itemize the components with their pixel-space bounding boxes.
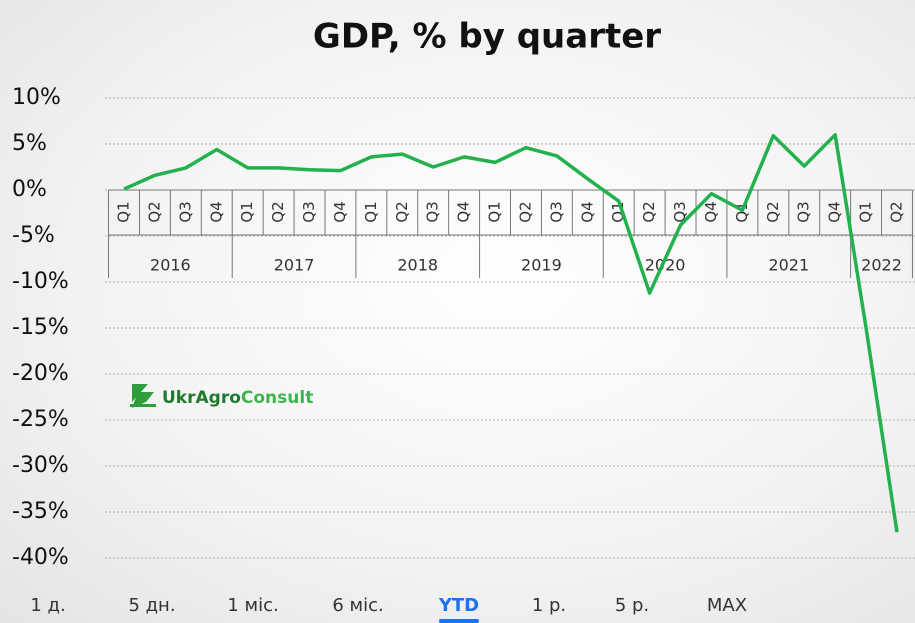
- x-tick-label: Q1: [115, 201, 133, 222]
- y-tick-label: 10%: [12, 85, 61, 110]
- y-tick-label: -5%: [12, 223, 55, 248]
- range-button[interactable]: 5 р.: [615, 595, 649, 616]
- y-tick-label: -25%: [12, 407, 69, 432]
- logo-bar: [130, 404, 156, 407]
- y-tick-label: -10%: [12, 269, 69, 294]
- x-tick-label: Q4: [455, 201, 473, 222]
- selected-underline: [439, 619, 479, 623]
- x-group-label: 2017: [274, 256, 315, 275]
- x-tick-label: Q2: [269, 201, 287, 222]
- x-tick-label: Q2: [640, 201, 658, 222]
- logo-text: UkrAgroConsult: [162, 388, 313, 408]
- x-group-label: 2019: [521, 256, 562, 275]
- x-tick-label: Q4: [578, 201, 596, 222]
- x-tick-label: Q3: [176, 201, 194, 222]
- x-tick-label: Q4: [826, 201, 844, 222]
- x-tick-label: Q3: [671, 201, 689, 222]
- x-tick-label: Q3: [547, 201, 565, 222]
- y-tick-label: 5%: [12, 131, 47, 156]
- x-group-label: 2018: [397, 256, 438, 275]
- data-line: [123, 133, 899, 533]
- x-tick-label: Q2: [888, 201, 906, 222]
- x-group-label: 2022: [861, 256, 902, 275]
- x-group-label: 2021: [768, 256, 809, 275]
- x-tick-label: Q1: [362, 201, 380, 222]
- x-tick-label: Q2: [516, 201, 534, 222]
- logo-part: Agro: [196, 388, 241, 408]
- range-button[interactable]: YTD: [438, 595, 479, 616]
- x-tick-label: Q1: [238, 201, 256, 222]
- x-tick-label: Q2: [764, 201, 782, 222]
- x-tick-label: Q2: [393, 201, 411, 222]
- logo: UkrAgroConsult: [130, 384, 313, 408]
- y-tick-label: -20%: [12, 361, 69, 386]
- y-tick-label: -30%: [12, 453, 69, 478]
- range-button[interactable]: MAX: [707, 595, 747, 616]
- x-tick-label: Q3: [795, 201, 813, 222]
- y-tick-label: -35%: [12, 499, 69, 524]
- x-tick-label: Q4: [702, 201, 720, 222]
- logo-part: Ukr: [162, 388, 196, 408]
- chart-title: GDP, % by quarter: [313, 17, 661, 57]
- x-tick-label: Q4: [207, 201, 225, 222]
- y-tick-label: 0%: [12, 177, 47, 202]
- range-button[interactable]: 6 міс.: [332, 595, 383, 616]
- y-tick-label: -15%: [12, 315, 69, 340]
- x-tick-label: Q3: [424, 201, 442, 222]
- x-group-label: 2020: [645, 256, 686, 275]
- x-tick-label: Q4: [331, 201, 349, 222]
- logo-part: Consult: [241, 388, 313, 408]
- x-tick-label: Q1: [486, 201, 504, 222]
- range-button[interactable]: 5 дн.: [128, 595, 175, 616]
- logo-icon: [132, 384, 154, 408]
- x-tick-label: Q1: [857, 201, 875, 222]
- range-button[interactable]: 1 міс.: [227, 595, 278, 616]
- range-button[interactable]: 1 д.: [30, 595, 65, 616]
- x-tick-label: Q1: [733, 201, 751, 222]
- x-group-label: 2016: [150, 256, 191, 275]
- x-tick-label: Q3: [300, 201, 318, 222]
- range-button[interactable]: 1 р.: [532, 595, 566, 616]
- x-tick-label: Q2: [145, 201, 163, 222]
- y-tick-label: -40%: [12, 545, 69, 570]
